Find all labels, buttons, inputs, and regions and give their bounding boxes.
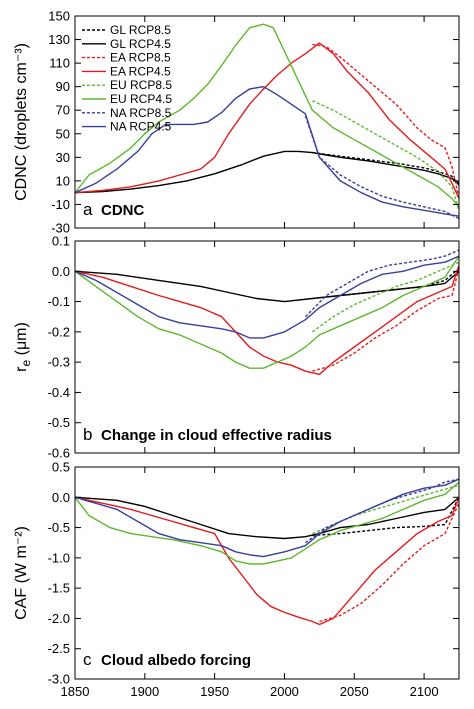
series-ea-rcp8-5-panel-a xyxy=(312,43,459,199)
legend-label: NA RCP4.5 xyxy=(110,120,172,134)
series-eu-rcp8-5-panel-b xyxy=(311,261,459,333)
panel-c-frame xyxy=(74,466,460,680)
x-tick-label: 1850 xyxy=(61,684,90,699)
series-gl-rcp8-5-panel-a xyxy=(312,151,459,187)
y-tick-label: -10 xyxy=(51,197,70,212)
series-na-rcp4-5-panel-b xyxy=(75,255,459,339)
series-gl-rcp8-5-panel-c xyxy=(312,496,459,537)
y-tick-label: -0.4 xyxy=(48,385,70,400)
series-na-rcp8-5-panel-a xyxy=(304,115,459,220)
panel-a-ylabel: CDNC (droplets cm⁻³) xyxy=(13,43,30,201)
y-tick-label: 0.0 xyxy=(52,490,70,505)
panel-b-series xyxy=(75,249,459,375)
y-tick-label: -2.0 xyxy=(48,611,70,626)
y-tick-label: 0.5 xyxy=(52,460,70,475)
series-gl-rcp4-5-panel-a xyxy=(75,150,459,194)
y-tick-label: 110 xyxy=(49,56,70,71)
panel-b-ylabel: re (μm) xyxy=(13,322,33,372)
y-tick-label: 0.0 xyxy=(52,264,70,279)
panel-b-letter: b xyxy=(83,425,92,444)
y-tick-label: -0.5 xyxy=(48,520,70,535)
series-na-rcp4-5-panel-a xyxy=(75,85,459,217)
series-na-rcp8-5-panel-b xyxy=(304,249,459,318)
y-tick-label: 90 xyxy=(56,79,70,94)
panel-c-letter: c xyxy=(83,650,92,669)
panel-a-series xyxy=(75,23,459,220)
series-ea-rcp4-5-panel-c xyxy=(75,496,459,626)
y-tick-label: -1.0 xyxy=(48,550,70,565)
legend-label: EA RCP4.5 xyxy=(110,64,171,78)
legend: GL RCP8.5GL RCP4.5EA RCP8.5EA RCP4.5EU R… xyxy=(82,23,172,134)
panel-a-axes: -30 -10 10 30 50 70 90 110 130 150 xyxy=(48,9,459,236)
series-eu-rcp4-5-panel-c xyxy=(75,481,459,565)
legend-label: GL RCP4.5 xyxy=(110,37,171,51)
panel-b-title: Change in cloud effective radius xyxy=(101,427,332,444)
y-tick-label: 70 xyxy=(56,103,70,118)
legend-label: NA RCP8.5 xyxy=(110,106,172,120)
y-tick-label: 50 xyxy=(56,126,70,141)
panel-b-axes: -0.6 -0.5 -0.4 -0.3 -0.2 -0.1 0.0 0.1 xyxy=(48,234,459,461)
x-tick-label: 2100 xyxy=(410,684,439,699)
panel-a-title: CDNC xyxy=(101,202,144,219)
x-tick-label: 1900 xyxy=(130,684,159,699)
x-tick-label: 2050 xyxy=(340,684,369,699)
panel-b: -0.6 -0.5 -0.4 -0.3 -0.2 -0.1 0.0 0.1 re (μm) b… xyxy=(13,234,460,461)
y-tick-label: 150 xyxy=(48,9,70,24)
legend-label: EA RCP8.5 xyxy=(110,51,171,65)
series-gl-rcp4-5-panel-c xyxy=(75,496,459,540)
panel-b-frame xyxy=(74,240,460,454)
x-tick-label: 1950 xyxy=(200,684,229,699)
panel-a-letter: a xyxy=(83,200,93,219)
y-tick-label: -0.5 xyxy=(48,415,70,430)
y-tick-label: -1.5 xyxy=(48,581,70,596)
panel-c-title: Cloud albedo forcing xyxy=(101,652,251,669)
y-tick-label: -0.1 xyxy=(48,294,70,309)
series-eu-rcp4-5-panel-a xyxy=(75,23,459,208)
series-ea-rcp4-5-panel-b xyxy=(75,264,459,375)
series-ea-rcp8-5-panel-b xyxy=(312,268,459,372)
legend-label: EU RCP4.5 xyxy=(110,92,172,106)
y-tick-label: 0.1 xyxy=(52,234,70,249)
panel-c: 1850 1900 1950 2000 2050 2100 -3.0 -2.5 -2.0 -1.5… xyxy=(13,460,460,699)
y-tick-label: -0.3 xyxy=(48,355,70,370)
legend-label: GL RCP8.5 xyxy=(110,23,171,37)
series-na-rcp4-5-panel-c xyxy=(75,478,459,558)
y-tick-label: -0.6 xyxy=(48,446,70,461)
legend-label: EU RCP8.5 xyxy=(110,78,172,92)
panel-c-series xyxy=(75,478,459,626)
y-tick-label: -3.0 xyxy=(48,672,70,687)
series-ea-rcp4-5-panel-a xyxy=(75,42,459,199)
y-tick-label: -30 xyxy=(51,221,70,236)
y-tick-label: -2.5 xyxy=(48,641,70,656)
y-tick-label: 10 xyxy=(56,173,70,188)
series-eu-rcp8-5-panel-a xyxy=(312,100,459,211)
panel-c-axes: 1850 1900 1950 2000 2050 2100 -3.0 -2.5 -2.0 -1.5… xyxy=(48,460,459,699)
series-ea-rcp8-5-panel-c xyxy=(319,503,459,623)
panel-a-frame xyxy=(74,15,460,229)
panel-a: -30 -10 10 30 50 70 90 110 130 150 CDNC (droplets… xyxy=(13,9,460,236)
panel-c-ylabel: CAF (W m⁻²) xyxy=(13,526,30,620)
series-eu-rcp4-5-panel-b xyxy=(75,255,459,369)
x-tick-label: 2000 xyxy=(270,684,299,699)
y-tick-label: 30 xyxy=(56,150,70,165)
y-tick-label: 130 xyxy=(48,32,70,47)
y-tick-label: -0.2 xyxy=(48,324,70,339)
